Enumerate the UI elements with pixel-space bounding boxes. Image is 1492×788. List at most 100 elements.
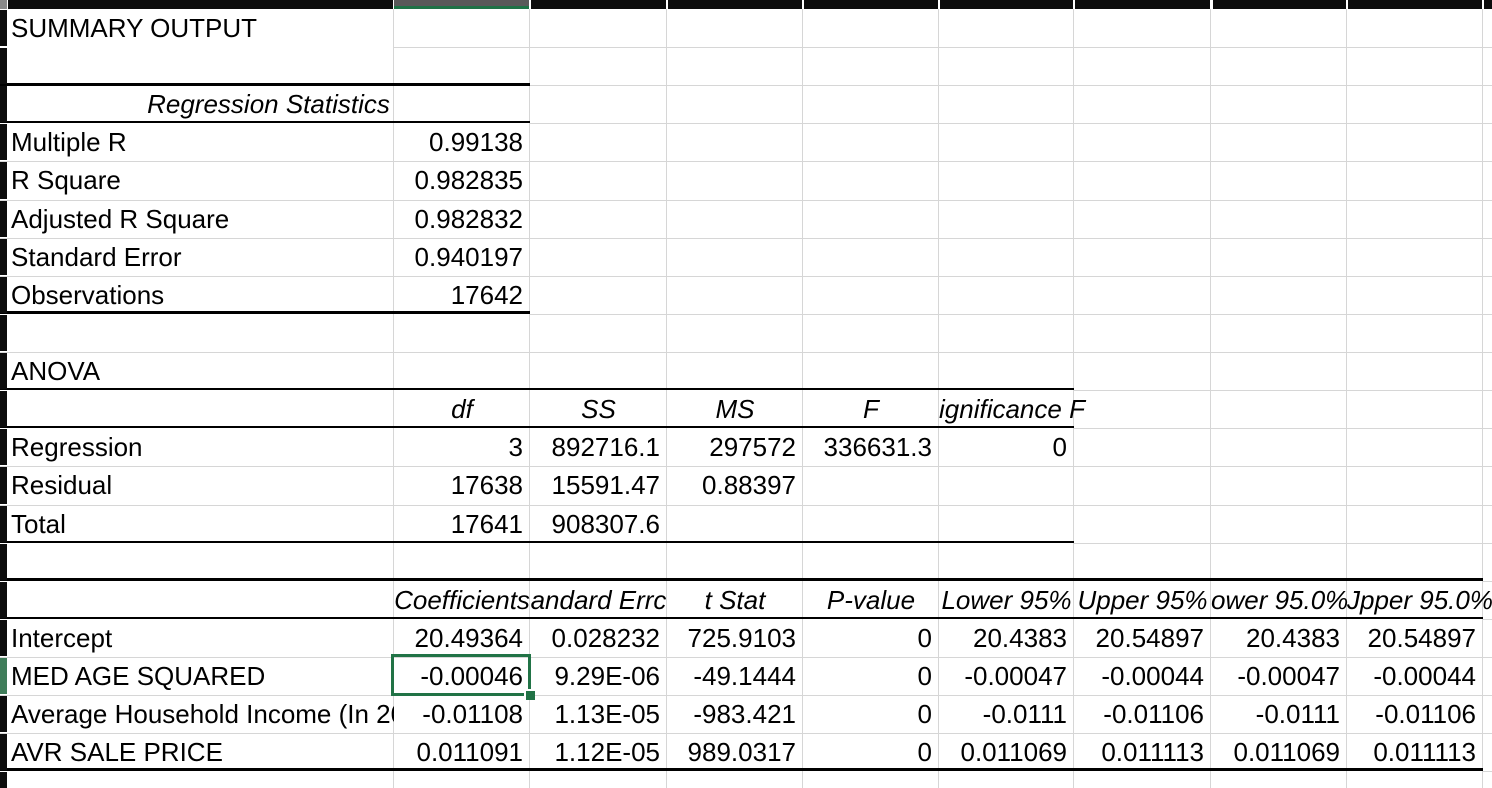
coef-row-label[interactable]: AVR SALE PRICE	[11, 737, 223, 767]
selected-column-header-stub[interactable]	[394, 0, 529, 9]
stat-label[interactable]: Standard Error	[11, 242, 182, 272]
column-header-stub[interactable]	[1484, 0, 1492, 9]
coef-cell[interactable]: 20.4383	[1246, 623, 1340, 653]
row-header-stub[interactable]	[0, 124, 7, 160]
coef-cell[interactable]: -0.00047	[964, 661, 1067, 691]
row-header-stub[interactable]	[0, 86, 7, 122]
row-header-stub[interactable]	[0, 353, 7, 389]
row-header-stub[interactable]	[0, 239, 7, 275]
stat-value[interactable]: 0.99138	[429, 127, 523, 157]
anova-header-df[interactable]: df	[451, 394, 473, 424]
coef-row-label[interactable]: Average Household Income (In 20	[11, 699, 394, 729]
column-header-stub[interactable]	[804, 0, 938, 9]
coef-header-p-value[interactable]: P-value	[826, 585, 916, 615]
coef-cell[interactable]: -0.00047	[1237, 661, 1340, 691]
anova-cell[interactable]: 336631.3	[823, 432, 932, 462]
row-header-stub[interactable]	[0, 48, 7, 84]
coef-header-coefficients[interactable]: Coefficients	[394, 585, 530, 615]
row-header-stub[interactable]	[0, 544, 7, 580]
coef-header-upper-95-0[interactable]: Jpper 95.0%	[1347, 585, 1492, 615]
anova-row-label[interactable]: Residual	[11, 470, 113, 500]
row-header-stub[interactable]	[0, 10, 7, 46]
coef-cell[interactable]: -49.1444	[693, 661, 796, 691]
select-all-corner-stub[interactable]	[0, 0, 7, 9]
coef-cell[interactable]: -0.01106	[1375, 699, 1476, 729]
coef-cell[interactable]: -0.00044	[1101, 661, 1204, 691]
coef-cell[interactable]: 1.12E-05	[554, 737, 660, 767]
row-header-stub[interactable]	[0, 162, 7, 199]
empty-cell[interactable]	[7, 390, 394, 428]
stat-label[interactable]: R Square	[11, 165, 121, 195]
coef-cell[interactable]: 0	[917, 737, 932, 767]
fill-handle[interactable]	[524, 689, 535, 700]
coef-header-lower-95[interactable]: Lower 95%	[941, 585, 1072, 615]
empty-cell[interactable]	[7, 581, 394, 619]
coef-cell[interactable]: 0.028232	[551, 623, 660, 653]
anova-cell[interactable]: 297572	[709, 432, 796, 462]
row-header-stub[interactable]	[0, 696, 7, 732]
coef-cell[interactable]: -0.0111	[982, 699, 1067, 729]
coef-cell[interactable]: 0	[917, 661, 932, 691]
coef-cell[interactable]: 20.54897	[1095, 623, 1204, 653]
stat-label[interactable]: Observations	[11, 280, 165, 310]
coef-cell[interactable]: -0.00044	[1373, 661, 1476, 691]
coef-row-label[interactable]: MED AGE SQUARED	[11, 661, 266, 691]
column-header-stub[interactable]	[940, 0, 1073, 9]
stat-value[interactable]: 0.940197	[414, 242, 523, 272]
coef-cell[interactable]: 20.49364	[414, 623, 523, 653]
stat-label[interactable]: Adjusted R Square	[11, 204, 230, 234]
coef-cell[interactable]: 0.011069	[1233, 737, 1340, 767]
coef-cell[interactable]: 0	[917, 699, 932, 729]
stat-label[interactable]: Multiple R	[11, 127, 127, 157]
coef-cell[interactable]: 0.011113	[1373, 737, 1476, 767]
anova-header-f[interactable]: F	[863, 394, 879, 424]
anova-cell[interactable]: 15591.47	[551, 470, 660, 500]
coef-cell[interactable]: -0.0111	[1255, 699, 1340, 729]
row-header-stub[interactable]	[0, 277, 7, 313]
summary-output-title[interactable]: SUMMARY OUTPUT	[11, 13, 258, 43]
coef-cell[interactable]: 9.29E-06	[554, 661, 660, 691]
stat-value[interactable]: 0.982832	[414, 204, 523, 234]
coef-cell[interactable]: 20.4383	[973, 623, 1067, 653]
coef-header-upper-95[interactable]: Upper 95%	[1077, 585, 1208, 615]
coef-cell[interactable]: 0.011113	[1101, 737, 1204, 767]
column-header-stub[interactable]	[8, 0, 393, 9]
coef-header-lower-95-0[interactable]: ower 95.0%	[1211, 585, 1349, 615]
selected-cell[interactable]: -0.00046	[420, 661, 523, 691]
row-header-stub[interactable]	[0, 315, 7, 351]
coef-cell[interactable]: -0.01108	[422, 699, 523, 729]
coef-cell[interactable]: -983.421	[693, 699, 796, 729]
coef-cell[interactable]: 0	[917, 623, 932, 653]
coef-cell[interactable]: 20.54897	[1367, 623, 1476, 653]
coef-cell[interactable]: 0.011069	[960, 737, 1067, 767]
anova-row-label[interactable]: Total	[11, 509, 66, 539]
anova-cell[interactable]: 0.88397	[702, 470, 796, 500]
coef-cell[interactable]: 989.0317	[687, 737, 796, 767]
stat-value[interactable]: 0.982835	[414, 165, 523, 195]
row-header-stub[interactable]	[0, 506, 7, 542]
row-header-stub[interactable]	[0, 620, 7, 656]
row-header-stub[interactable]	[0, 429, 7, 465]
anova-row-label[interactable]: Regression	[11, 432, 143, 462]
column-header-stub[interactable]	[1075, 0, 1210, 9]
coef-cell[interactable]: -0.01106	[1103, 699, 1204, 729]
row-header-stub[interactable]	[0, 582, 7, 618]
selected-row-header-stub[interactable]	[0, 658, 7, 694]
anova-header-ms[interactable]: MS	[715, 394, 755, 424]
anova-cell[interactable]: 908307.6	[551, 509, 660, 539]
coef-header-standard-error[interactable]: andard Errc	[530, 585, 667, 615]
regression-statistics-title[interactable]: Regression Statistics	[147, 89, 390, 119]
coef-cell[interactable]: 1.13E-05	[554, 699, 660, 729]
row-header-stub[interactable]	[0, 734, 7, 770]
row-header-stub[interactable]	[0, 391, 7, 427]
row-header-stub[interactable]	[0, 201, 7, 237]
stat-value[interactable]: 17642	[450, 280, 523, 310]
column-header-stub[interactable]	[1213, 0, 1346, 9]
coef-cell[interactable]: 725.9103	[687, 623, 796, 653]
coef-cell[interactable]: 0.011091	[416, 737, 523, 767]
anova-cell[interactable]: 3	[508, 432, 523, 462]
column-header-stub[interactable]	[1348, 0, 1482, 9]
anova-header-ss[interactable]: SS	[581, 394, 616, 424]
row-header-stub[interactable]	[0, 772, 7, 788]
coef-header-t-stat[interactable]: t Stat	[704, 585, 766, 615]
